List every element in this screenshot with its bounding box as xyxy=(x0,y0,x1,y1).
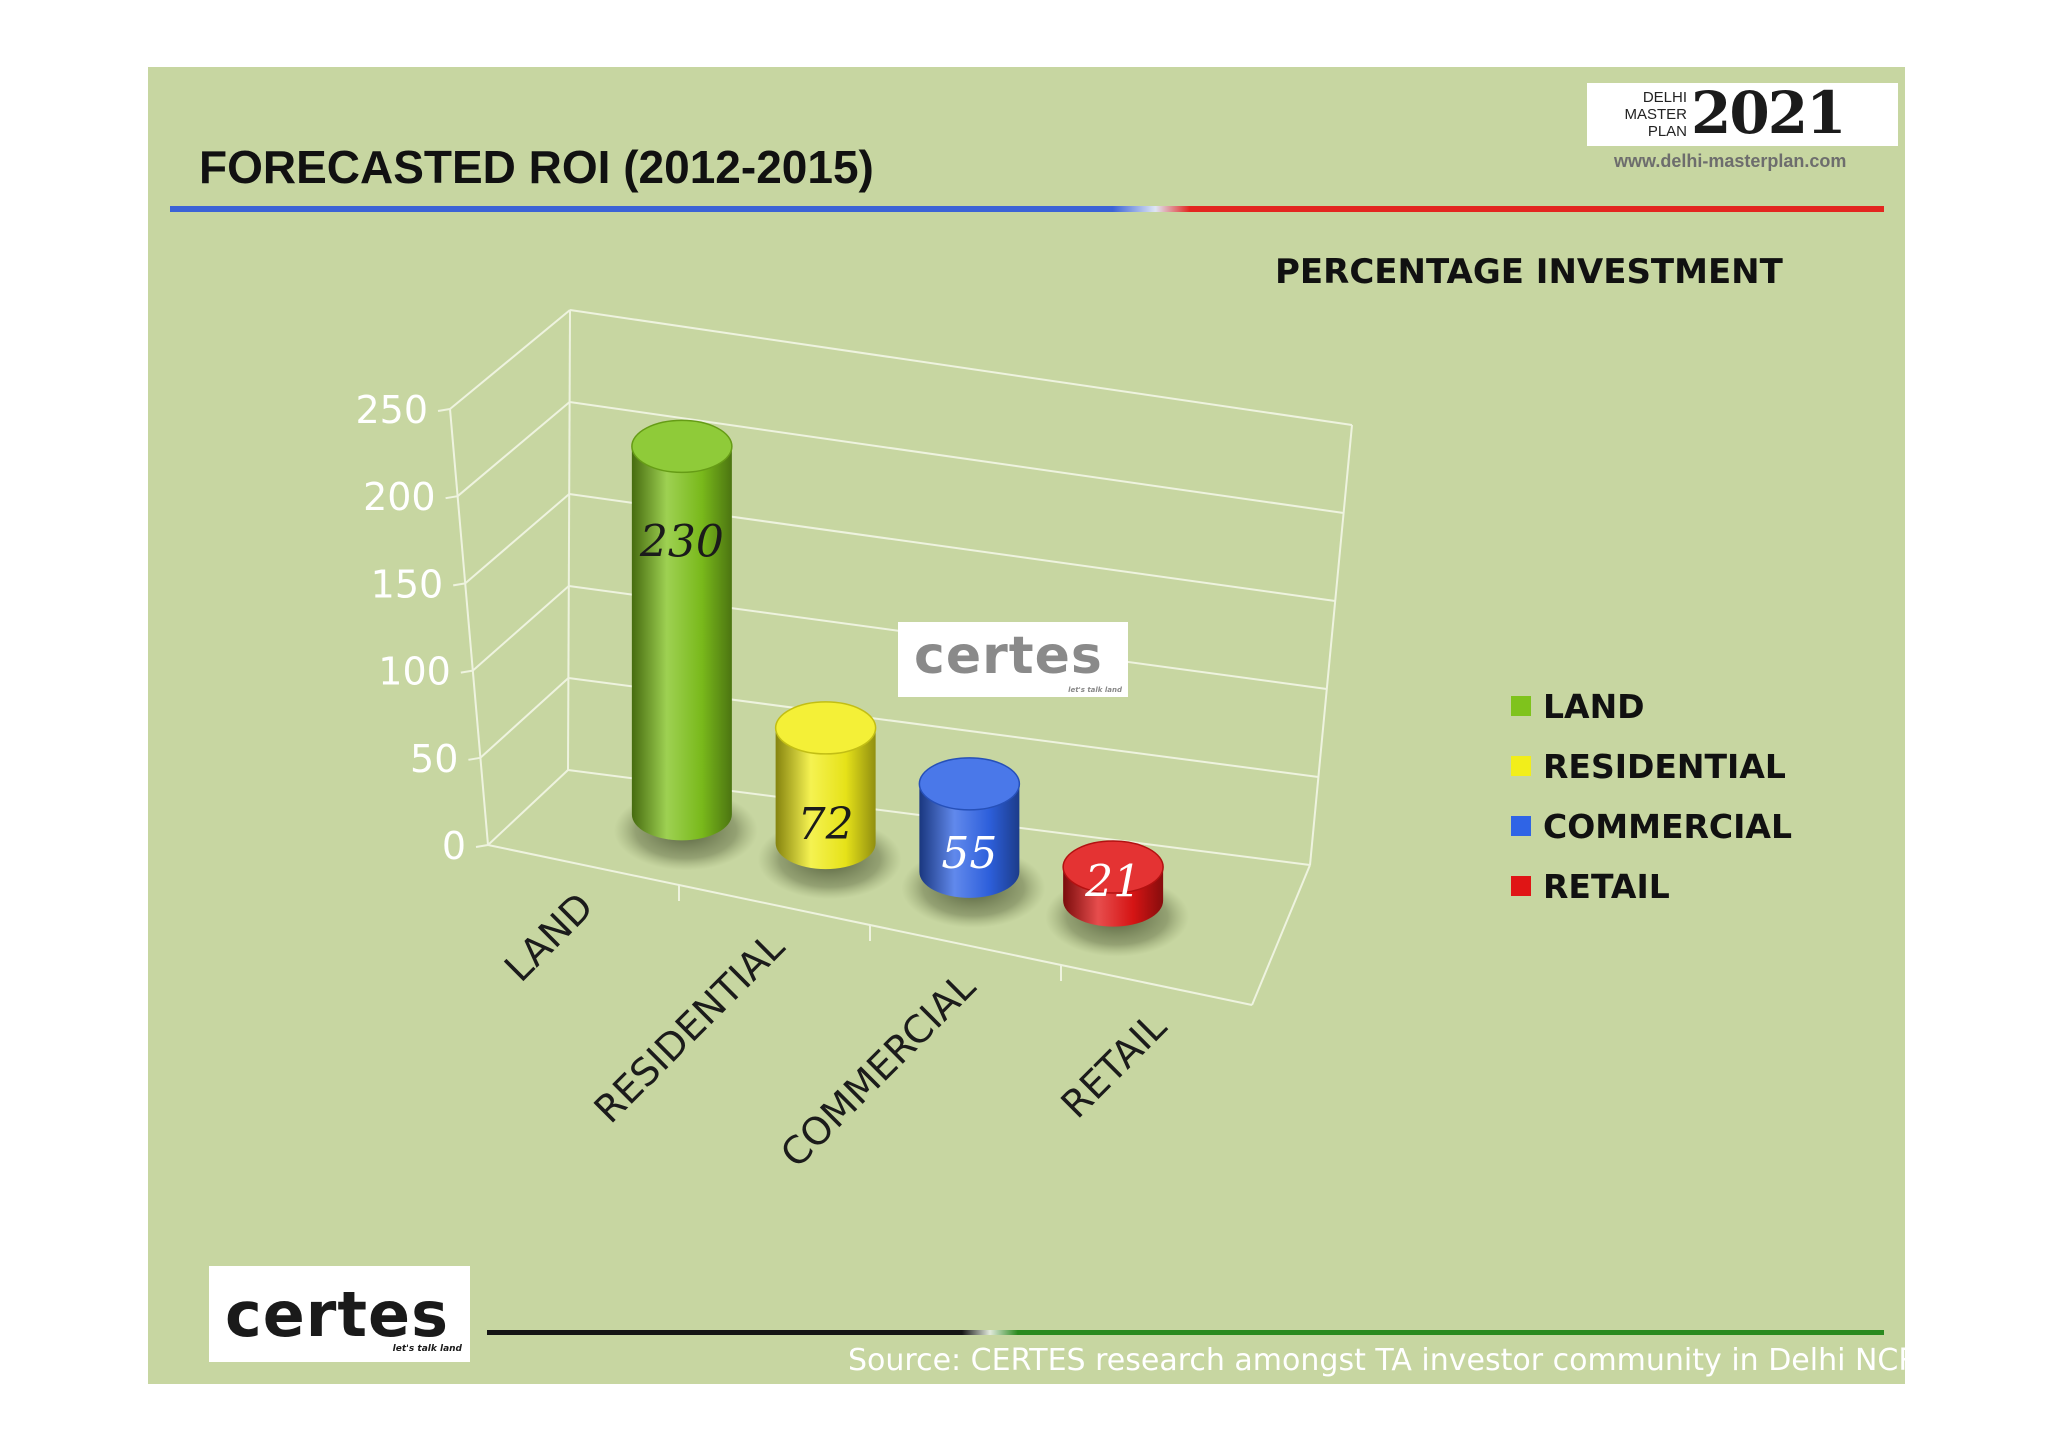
data-label: 72 xyxy=(798,799,854,850)
y-tick-mark xyxy=(445,495,458,500)
data-label: 55 xyxy=(941,828,997,879)
legend-swatch-commercial xyxy=(1511,816,1531,836)
y-tick-mark xyxy=(460,669,473,674)
source-note: Source: CERTES research amongst TA inves… xyxy=(848,1343,1920,1378)
y-axis-ticks: 0 50 100 150 200 250 xyxy=(355,388,466,868)
certes-watermark-word: certes xyxy=(914,626,1103,686)
side-gridline xyxy=(487,769,569,846)
legend-swatch-residential xyxy=(1511,756,1531,776)
back-gridline xyxy=(569,309,1353,426)
y-tick-label: 150 xyxy=(371,562,444,606)
side-gridline xyxy=(479,677,570,759)
bar-land xyxy=(631,446,732,841)
x-tick-label: COMMERCIAL xyxy=(772,964,984,1176)
legend-swatch-retail xyxy=(1511,876,1531,896)
legend-label-residential: RESIDENTIAL xyxy=(1543,746,1786,786)
bar-residential xyxy=(775,727,876,870)
y-tick-label: 250 xyxy=(355,388,428,432)
y-tick-label: 200 xyxy=(363,475,436,519)
certes-watermark-tagline: let's talk land xyxy=(1068,686,1122,694)
legend-label-retail: RETAIL xyxy=(1543,866,1670,906)
logo-text-block: DELHI MASTER PLAN xyxy=(1601,89,1687,140)
legend-label-commercial: COMMERCIAL xyxy=(1543,806,1792,846)
legend-swatch-land xyxy=(1511,696,1531,716)
y-tick-mark xyxy=(437,408,451,412)
bar-top-cap xyxy=(918,757,1021,811)
legend-item-land: LAND xyxy=(1511,676,1792,736)
certes-watermark-logo: certes let's talk land xyxy=(898,622,1128,697)
x-tick-label: RESIDENTIAL xyxy=(586,924,793,1131)
side-gridline xyxy=(472,585,570,672)
y-tick-label: 0 xyxy=(442,824,466,868)
data-label: 21 xyxy=(1084,857,1141,908)
side-gridline xyxy=(464,493,570,585)
footer-rule xyxy=(487,1330,1884,1335)
logo-line-2: MASTER xyxy=(1624,106,1687,123)
y-tick-mark xyxy=(453,582,466,587)
certes-logo-word: certes xyxy=(225,1278,449,1351)
back-gridline xyxy=(569,401,1344,514)
bar-commercial xyxy=(919,783,1020,898)
legend-item-residential: RESIDENTIAL xyxy=(1511,736,1792,796)
chart-subtitle: PERCENTAGE INVESTMENT xyxy=(1275,252,1783,292)
side-gridline xyxy=(449,309,571,410)
data-label: 230 xyxy=(639,516,724,567)
legend-item-commercial: COMMERCIAL xyxy=(1511,796,1792,856)
axis-line xyxy=(449,408,489,846)
x-tick-label: LAND xyxy=(496,884,602,990)
x-tick-label: RETAIL xyxy=(1052,1004,1174,1126)
logo-line-1: DELHI xyxy=(1642,89,1687,106)
y-tick-mark xyxy=(475,844,489,848)
y-tick-mark xyxy=(468,756,481,761)
bar-series: 230 72 55 21 xyxy=(613,419,1190,957)
logo-url: www.delhi-masterplan.com xyxy=(1614,151,1847,171)
logo-line-3: PLAN xyxy=(1647,123,1687,140)
axis-line xyxy=(567,309,571,771)
slide-background xyxy=(148,67,1905,1384)
slide-title: FORECASTED ROI (2012-2015) xyxy=(199,141,874,193)
legend-label-land: LAND xyxy=(1543,686,1645,726)
title-underline xyxy=(170,206,1884,212)
certes-logo-tagline: let's talk land xyxy=(392,1344,462,1354)
side-gridline xyxy=(456,401,571,497)
chart-legend: LAND RESIDENTIAL COMMERCIAL RETAIL xyxy=(1511,676,1792,916)
y-tick-label: 100 xyxy=(378,650,451,694)
bar-top-cap xyxy=(774,701,877,755)
axis-line xyxy=(1309,424,1353,866)
bar-top-cap xyxy=(631,419,733,474)
delhi-masterplan-logo: DELHI MASTER PLAN 2021 xyxy=(1587,79,1898,147)
certes-logo: certes let's talk land xyxy=(209,1266,470,1362)
bar-top-cap xyxy=(1062,840,1164,894)
axis-line xyxy=(1251,864,1311,1006)
legend-item-retail: RETAIL xyxy=(1511,856,1792,916)
logo-year: 2021 xyxy=(1691,79,1846,147)
y-tick-label: 50 xyxy=(410,737,458,781)
